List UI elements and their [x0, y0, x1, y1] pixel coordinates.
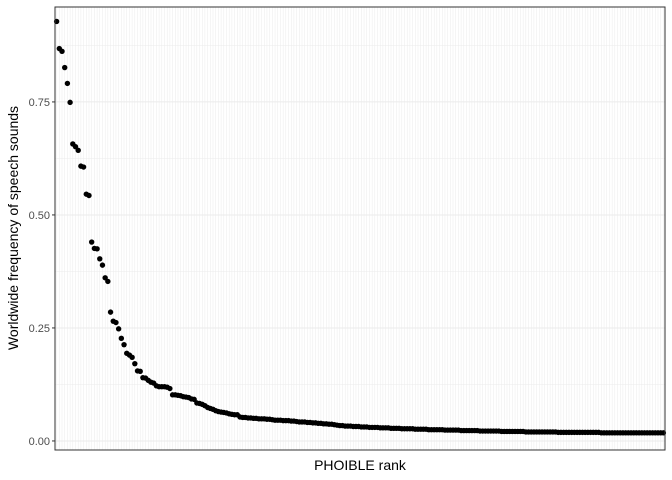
data-point	[113, 319, 119, 326]
y-axis-ticks: 0.00 0.25 0.50 0.75	[29, 97, 55, 448]
data-point	[88, 239, 95, 245]
y-tick-label: 0.00	[29, 436, 50, 448]
data-point	[67, 99, 73, 106]
data-point	[121, 341, 127, 348]
data-point	[80, 164, 87, 170]
y-tick-label: 0.25	[29, 323, 50, 335]
data-point	[94, 246, 100, 252]
data-point	[86, 192, 92, 199]
data-points	[53, 18, 667, 436]
data-point	[99, 262, 106, 268]
data-point	[62, 64, 68, 71]
data-point	[107, 309, 114, 315]
data-point	[105, 278, 111, 285]
plot-background	[55, 7, 665, 450]
data-point	[118, 335, 125, 342]
data-point	[64, 80, 71, 87]
x-axis-title: PHOIBLE rank	[314, 457, 407, 473]
y-tick-label: 0.50	[29, 210, 50, 222]
y-tick-label: 0.75	[29, 97, 50, 109]
data-point	[137, 368, 143, 375]
data-point	[97, 256, 103, 262]
grid-lines	[55, 7, 665, 450]
data-point	[132, 360, 138, 367]
data-point	[167, 385, 173, 392]
data-point	[129, 354, 135, 361]
y-axis-title: Worldwide frequency of speech sounds	[5, 106, 21, 350]
plot-panel-border	[54, 6, 666, 451]
data-point	[75, 147, 81, 153]
data-point	[115, 326, 122, 332]
data-point	[59, 48, 65, 54]
